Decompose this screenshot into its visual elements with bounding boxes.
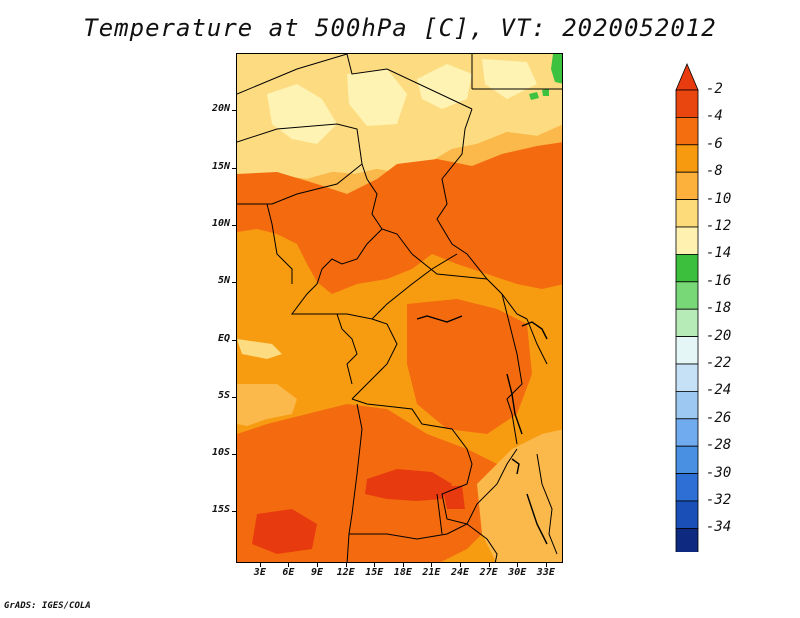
lat-tick [232,454,236,456]
colorbar-segment [675,473,699,502]
colorbar-label: -28 [706,437,732,454]
colorbar-label: -26 [706,409,732,426]
colorbar-segment [675,89,699,118]
colorbar-top-arrow [675,62,699,91]
fill-green-patch [551,54,562,84]
fill-central-warm [237,142,562,294]
lon-tick [517,563,519,567]
colorbar-segment [675,226,699,255]
colorbar-label: -18 [706,300,732,317]
colorbar-segment [675,500,699,529]
colorbar-segment [675,363,699,392]
lon-tick [288,563,290,567]
fill-north-yellow [237,54,562,184]
colorbar-segment [675,199,699,228]
lat-tick [232,511,236,513]
lon-tick [402,563,404,567]
fill-north-lightyellow [267,59,537,144]
lon-tick [259,563,261,567]
colorbar-label: -32 [706,492,732,508]
lon-label: 30E [508,567,527,578]
lon-tick [488,563,490,567]
colorbar-segment [675,308,699,337]
colorbar-label: -30 [706,464,732,481]
colorbar-label: -6 [706,135,723,152]
fill-hot-patch [252,469,465,554]
lon-tick [431,563,433,567]
country-borders [237,54,562,562]
lat-tick [232,339,236,341]
colorbar-label: -14 [706,245,732,262]
lon-tick [345,563,347,567]
fill-east-warm [407,299,532,434]
map-panel [236,53,563,563]
colorbar-label: -4 [706,108,723,125]
colorbar-segment [675,171,699,200]
temperature-field [237,54,562,562]
lon-tick [374,563,376,567]
colorbar-label: -2 [706,81,723,97]
fill-west-band-2 [237,384,297,426]
colorbar-segment [675,117,699,146]
lon-label: 24E [451,567,470,578]
colorbar-label: -24 [706,382,732,399]
lon-tick [317,563,319,567]
colorbar-label: -20 [706,327,732,344]
colorbar-label: -16 [706,272,732,289]
lat-tick [232,224,236,226]
colorbar-label: -22 [706,355,732,371]
colorbar-label: -8 [706,163,723,180]
colorbar-segment [675,527,699,552]
colorbar-label: -34 [706,519,732,536]
lon-label: 6E [282,567,295,578]
fill-west-band [237,339,282,359]
lat-label: 5S [217,389,230,401]
lon-label: 18E [393,567,412,578]
colorbar-label: -10 [706,190,732,207]
footer-credit: GrADS: IGES/COLA [4,601,91,611]
lon-label: 21E [422,567,441,578]
lat-label: 15S [211,504,230,516]
colorbar-segment [675,253,699,283]
lat-tick [232,110,236,112]
colorbar-segment [675,445,699,475]
lon-tick [460,563,462,567]
lon-tick [545,563,547,567]
lat-label: 10S [211,447,230,459]
lat-label: 20N [211,103,230,115]
lat-label: 15N [211,160,230,172]
lat-label: 10N [211,217,230,229]
lon-label: 33E [536,567,555,578]
lon-label: 12E [336,567,355,578]
fill-green-dots [529,89,549,100]
lon-label: 27E [479,567,498,578]
lat-label: EQ [217,332,230,344]
colorbar-segment [675,418,699,447]
colorbar-segment [675,144,699,173]
lon-label: 9E [311,567,324,578]
colorbar [675,62,699,552]
lat-tick [232,167,236,169]
colorbar-segment [675,281,699,310]
colorbar-segment [675,336,699,365]
colorbar-label: -12 [706,218,732,234]
chart-title: Temperature at 500hPa [C], VT: 202005201… [83,14,717,42]
lakes [416,315,548,545]
lon-label: 3E [253,567,266,578]
lon-label: 15E [365,567,384,578]
colorbar-segment [675,390,699,420]
lat-tick [232,282,236,284]
fill-southeast-cool [477,429,562,562]
lat-tick [232,396,236,398]
lat-label: 5N [217,275,230,287]
